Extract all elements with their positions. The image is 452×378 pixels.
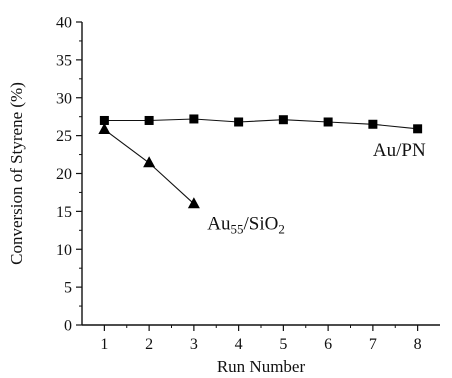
y-tick-label-20: 20 (56, 166, 72, 183)
y-tick-label-30: 30 (56, 90, 72, 107)
series-0-point (144, 115, 154, 125)
series-1-point (143, 156, 156, 168)
y-tick-label-40: 40 (56, 15, 72, 32)
y-tick-label-15: 15 (56, 204, 72, 221)
x-tick-label-3: 3 (190, 336, 198, 353)
series-1-label-part: 2 (278, 222, 285, 237)
x-tick-label-4: 4 (235, 336, 243, 353)
x-axis-title: Run Number (217, 357, 306, 376)
ticks: 1 2 3 4 5 6 7 8 0 5 10 15 20 25 30 35 40 (56, 15, 422, 354)
y-tick-label-5: 5 (64, 280, 72, 297)
y-axis-title: Conversion of Styrene (%) (7, 82, 26, 265)
series-0-point (413, 124, 423, 134)
x-tick-label-6: 6 (324, 336, 332, 353)
x-tick-label-2: 2 (145, 336, 153, 353)
series-0-point (323, 117, 333, 127)
series-0-point (99, 115, 109, 125)
series-1-label-part: Au (207, 214, 231, 235)
x-tick-label-7: 7 (369, 336, 377, 353)
series-0-point (368, 119, 378, 129)
series-0-point (189, 114, 199, 124)
y-tick-label-35: 35 (56, 52, 72, 69)
y-tick-label-25: 25 (56, 128, 72, 145)
series-1-label-part: /SiO (244, 214, 279, 235)
x-tick-label-8: 8 (414, 336, 422, 353)
series-1-label: Au55/SiO2 (207, 214, 285, 237)
series-0-label: Au/PN (373, 140, 426, 161)
x-tick-label-1: 1 (100, 336, 108, 353)
series-0-point (278, 115, 288, 125)
series-0-line (104, 118, 418, 130)
series-0-point (234, 117, 244, 127)
annotations: Au/PN Au55/SiO2 (207, 140, 426, 236)
y-tick-label-0: 0 (64, 318, 72, 335)
series-1-label-part: 55 (231, 222, 244, 237)
series-1-point (98, 122, 111, 134)
axes (81, 22, 440, 326)
series-markers (98, 114, 423, 209)
series-1-point (187, 197, 200, 209)
x-tick-label-5: 5 (279, 336, 287, 353)
y-tick-label-10: 10 (56, 242, 72, 259)
